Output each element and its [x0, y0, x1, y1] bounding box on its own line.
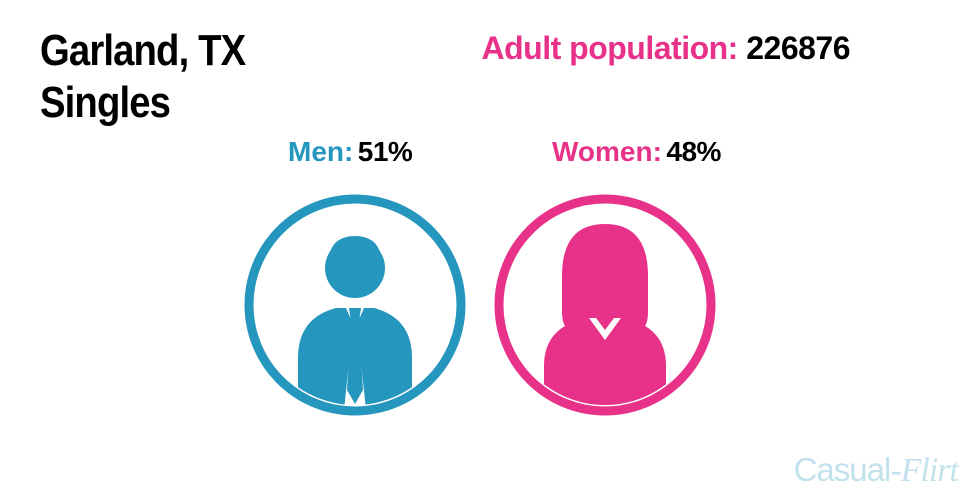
- women-stat: Women: 48%: [552, 136, 721, 168]
- population-value: 226876: [746, 30, 850, 66]
- men-stat: Men: 51%: [288, 136, 412, 168]
- women-label: Women:: [552, 136, 662, 167]
- watermark-part1: Casual: [794, 451, 891, 488]
- title-city: Garland, TX: [40, 26, 245, 76]
- women-value: 48%: [666, 136, 721, 167]
- population-block: Adult population: 226876: [482, 30, 850, 67]
- woman-icon: [490, 190, 720, 420]
- infographic-container: Garland, TX Singles Adult population: 22…: [0, 0, 960, 502]
- population-label: Adult population:: [482, 30, 738, 66]
- watermark-part2: -Flirt: [890, 452, 958, 489]
- title-block: Garland, TX Singles: [40, 26, 276, 128]
- man-icon: [240, 190, 470, 420]
- men-value: 51%: [358, 136, 413, 167]
- title-subject: Singles: [40, 78, 245, 128]
- men-label: Men:: [288, 136, 353, 167]
- watermark: Casual-Flirt: [794, 451, 958, 490]
